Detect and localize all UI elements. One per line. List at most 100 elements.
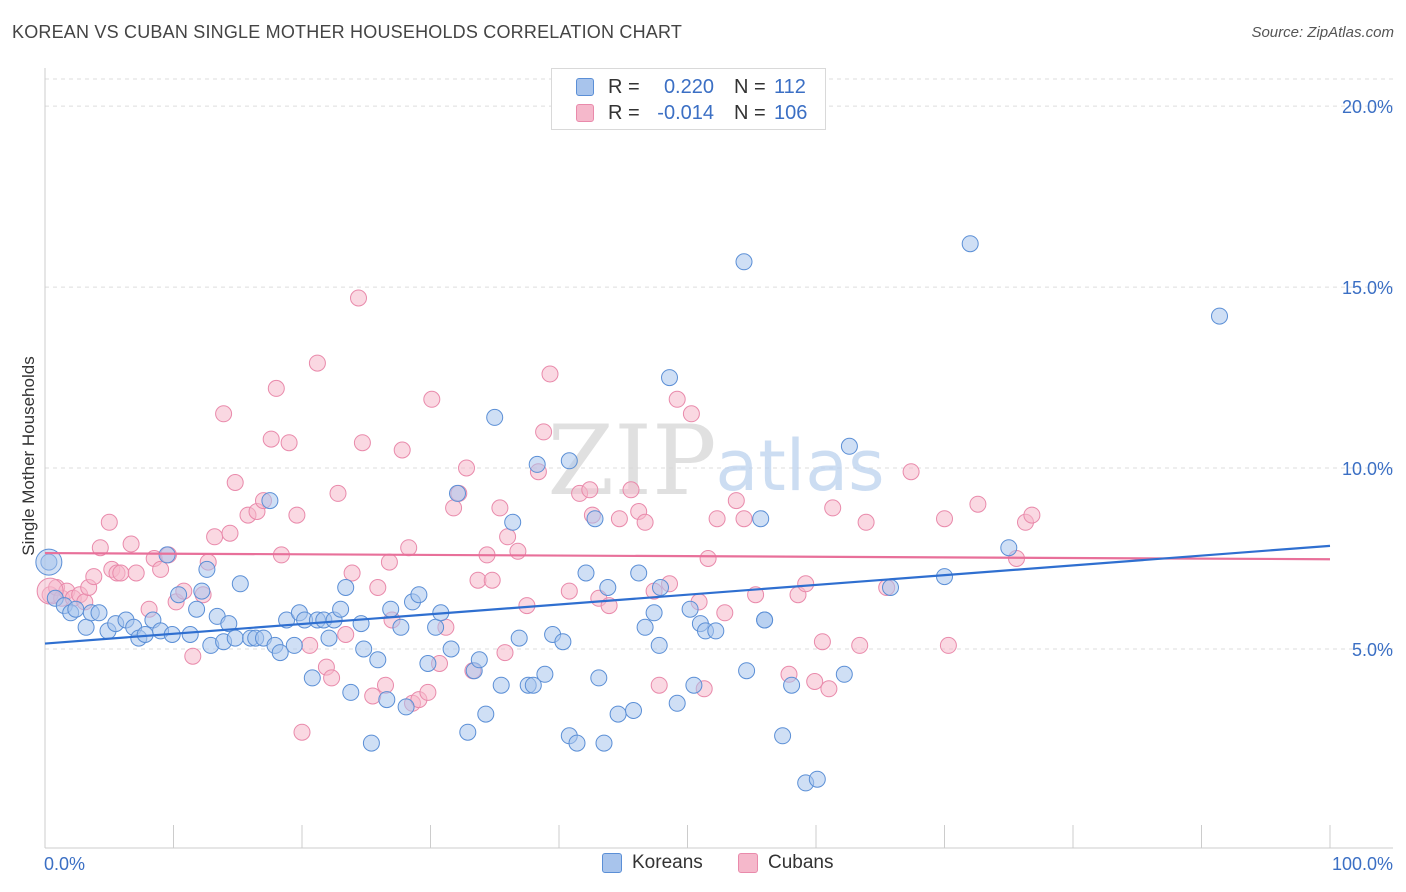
source-label: Source: ZipAtlas.com — [1251, 24, 1394, 41]
koreans-point — [285, 636, 303, 654]
cubans-point — [491, 499, 509, 517]
cubans-point — [797, 575, 815, 593]
cubans-point — [419, 683, 437, 701]
cubans-point — [377, 676, 394, 694]
cubans-point — [91, 539, 109, 557]
cubans-point — [329, 484, 347, 502]
koreans-legend-label: Koreans — [632, 852, 703, 873]
koreans-point — [492, 676, 510, 694]
koreans-point — [332, 600, 350, 618]
koreans-point — [220, 615, 238, 633]
koreans-point — [536, 665, 554, 683]
cubans-point — [708, 510, 726, 528]
cubans-point — [682, 405, 700, 423]
koreans-point — [427, 618, 445, 636]
chart-title: KOREAN VS CUBAN SINGLE MOTHER HOUSEHOLDS… — [12, 22, 683, 42]
cubans-point — [112, 564, 130, 582]
koreans-point — [67, 600, 85, 618]
koreans-point — [170, 586, 188, 604]
koreans-point — [652, 579, 669, 596]
cubans-point — [560, 582, 578, 600]
cubans-point — [699, 550, 717, 567]
cubans-point — [262, 430, 280, 448]
koreans-point — [882, 579, 899, 596]
cubans-point — [458, 459, 475, 477]
cubans-point — [364, 687, 382, 705]
legend-row-cubans: R = -0.014 N = 106 — [576, 100, 807, 126]
cubans-point — [337, 626, 355, 643]
cubans-swatch — [576, 104, 594, 122]
cubans-r-value: -0.014 — [657, 101, 714, 124]
koreans-point — [77, 618, 95, 636]
koreans-point — [783, 676, 801, 694]
koreans-point — [410, 586, 428, 604]
koreans-point — [90, 604, 108, 622]
cubans-point — [423, 390, 441, 408]
cubans-point — [735, 510, 753, 528]
koreans-point — [528, 455, 546, 473]
koreans-point — [808, 770, 826, 788]
cubans-point — [650, 676, 668, 694]
koreans-point — [756, 611, 774, 629]
koreans-point — [362, 734, 380, 752]
koreans-point — [738, 662, 756, 680]
koreans-point — [193, 582, 211, 600]
koreans-point — [369, 651, 387, 669]
koreans-point — [524, 676, 542, 694]
gridlines — [45, 78, 1393, 650]
cubans-point — [288, 506, 306, 524]
cubans-point — [369, 579, 387, 596]
cubans-point — [820, 680, 838, 698]
correlation-legend: R = 0.220 N = 112 R = -0.014 N = 106 — [551, 68, 826, 130]
cubans-point — [445, 499, 463, 517]
watermark-atlas: atlas — [715, 425, 884, 507]
cubans-legend-label: Cubans — [768, 852, 834, 873]
cubans-point — [535, 423, 553, 441]
n-label: N = — [734, 101, 766, 124]
koreans-point — [752, 510, 770, 528]
koreans-point — [261, 492, 279, 510]
r-label: R = — [608, 101, 640, 124]
cubans-point — [308, 354, 326, 372]
koreans-point — [1211, 307, 1228, 325]
koreans-point — [577, 564, 595, 582]
koreans-trend-line — [44, 544, 1331, 645]
legend-item-cubans[interactable]: Cubans — [738, 852, 834, 874]
cubans-point — [293, 723, 311, 741]
koreans-point — [442, 640, 460, 658]
cubans-point — [127, 564, 145, 582]
koreans-point — [645, 604, 663, 622]
axes — [44, 68, 1393, 849]
cubans-point — [122, 535, 140, 553]
cubans-point — [152, 560, 170, 578]
y-tick-labels: 5.0% 10.0% 15.0% 20.0% — [1342, 97, 1393, 660]
series-koreans-points — [35, 235, 1228, 792]
y-axis-label: Single Mother Households — [19, 356, 38, 555]
cubans-point — [280, 434, 298, 452]
y-tick-label: 20.0% — [1342, 97, 1393, 117]
koreans-point — [303, 669, 321, 687]
cubans-point — [301, 636, 319, 654]
koreans-point — [271, 644, 289, 662]
cubans-n-value: 106 — [774, 101, 808, 124]
koreans-point — [158, 546, 176, 564]
cubans-point — [184, 647, 202, 665]
legend-item-koreans[interactable]: Koreans — [602, 852, 703, 874]
y-tick-label: 10.0% — [1342, 459, 1393, 479]
koreans-point — [486, 408, 504, 426]
koreans-point — [504, 513, 522, 531]
koreans-point — [477, 705, 495, 723]
cubans-point — [1023, 506, 1041, 524]
cubans-point — [610, 510, 628, 528]
koreans-point — [382, 600, 400, 618]
koreans-point — [378, 691, 396, 709]
cubans-point — [806, 673, 824, 690]
n-label: N = — [734, 75, 766, 98]
cubans-point — [343, 564, 361, 582]
koreans-point — [181, 626, 199, 643]
koreans-point — [650, 636, 668, 654]
koreans-point — [355, 640, 373, 658]
cubans-point — [100, 513, 118, 531]
koreans-point — [835, 665, 853, 683]
y-tick-label: 5.0% — [1352, 640, 1393, 660]
